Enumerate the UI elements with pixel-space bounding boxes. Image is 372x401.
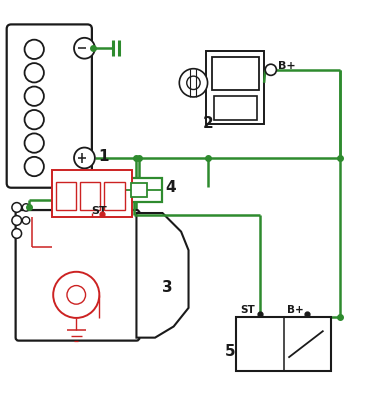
FancyBboxPatch shape [212, 58, 259, 91]
Circle shape [25, 111, 44, 130]
Text: 4: 4 [166, 179, 176, 194]
Circle shape [12, 229, 22, 239]
FancyBboxPatch shape [206, 52, 264, 124]
FancyBboxPatch shape [56, 183, 76, 211]
Circle shape [25, 41, 44, 60]
Circle shape [25, 87, 44, 107]
FancyBboxPatch shape [214, 97, 257, 121]
Text: B+: B+ [287, 304, 304, 314]
Circle shape [74, 39, 95, 59]
Circle shape [25, 64, 44, 83]
Circle shape [25, 158, 44, 177]
FancyBboxPatch shape [236, 317, 331, 371]
FancyBboxPatch shape [131, 183, 147, 198]
Text: 1: 1 [99, 148, 109, 164]
FancyBboxPatch shape [52, 171, 132, 217]
Text: 3: 3 [162, 279, 173, 294]
Text: ST: ST [240, 304, 255, 314]
Text: ST: ST [91, 205, 107, 215]
Text: 5: 5 [225, 343, 236, 358]
Polygon shape [137, 213, 189, 338]
Circle shape [25, 134, 44, 153]
Text: B+: B+ [278, 61, 295, 71]
Circle shape [22, 204, 30, 212]
FancyBboxPatch shape [16, 211, 140, 341]
Circle shape [179, 69, 208, 98]
Circle shape [12, 203, 22, 213]
Text: 2: 2 [203, 116, 214, 131]
Circle shape [67, 286, 86, 304]
Circle shape [187, 77, 200, 90]
FancyBboxPatch shape [7, 25, 92, 188]
FancyBboxPatch shape [104, 183, 125, 211]
Circle shape [22, 217, 30, 225]
FancyBboxPatch shape [80, 183, 100, 211]
Circle shape [265, 65, 276, 76]
Circle shape [53, 272, 99, 318]
Circle shape [74, 148, 95, 169]
FancyBboxPatch shape [117, 178, 162, 203]
Circle shape [12, 216, 22, 226]
